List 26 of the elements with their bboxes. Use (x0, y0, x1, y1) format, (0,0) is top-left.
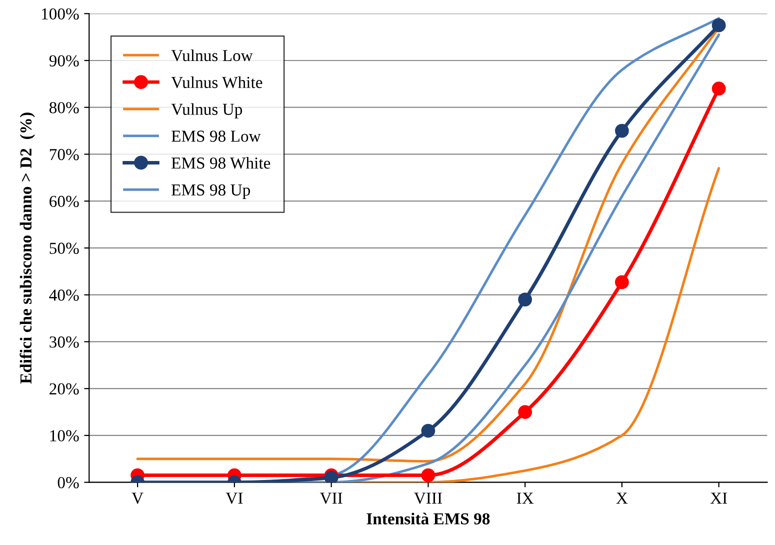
y-tick-label: 90% (49, 55, 79, 66)
y-tick-label: 20% (50, 383, 79, 395)
legend-label: EMS 98 White (172, 156, 270, 169)
y-tick-label: 70% (50, 148, 79, 160)
y-axis-title: Edifici che subiscono danno > D2 (%) (20, 112, 35, 384)
legend-label: Vulnus White (171, 76, 262, 88)
x-tick-label: VII (320, 492, 342, 504)
x-tick-label: VI (226, 492, 243, 504)
y-tick-label: 50% (50, 242, 79, 254)
y-tick-label: 30% (50, 336, 79, 348)
x-tick-label: XI (710, 492, 728, 504)
legend-label: EMS 98 Low (172, 130, 261, 142)
legend-label: Vulnus Low (171, 49, 253, 62)
x-tick-label: IX (516, 492, 534, 504)
y-tick-label: 10% (50, 430, 79, 442)
x-tick-label: VIII (414, 492, 442, 504)
y-tick-label: 40% (49, 290, 79, 301)
y-tick-label: 80% (49, 102, 79, 114)
y-tick-label: 60% (50, 196, 79, 208)
legend-label: Vulnus Up (171, 103, 242, 118)
y-tick-label: 100% (42, 8, 79, 20)
x-tick-label: V (132, 492, 144, 504)
y-tick-label: 0% (58, 477, 79, 488)
legend-label: EMS 98 Up (172, 184, 250, 199)
x-axis-title: Intensità EMS 98 (366, 512, 490, 524)
x-tick-label: X (616, 492, 628, 504)
